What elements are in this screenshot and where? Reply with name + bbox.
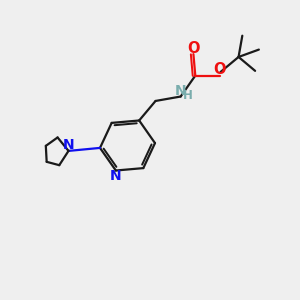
Text: N: N (175, 83, 187, 98)
Text: O: O (214, 62, 226, 77)
Text: N: N (110, 169, 122, 183)
Text: O: O (187, 41, 200, 56)
Text: H: H (183, 88, 193, 101)
Text: N: N (63, 138, 74, 152)
